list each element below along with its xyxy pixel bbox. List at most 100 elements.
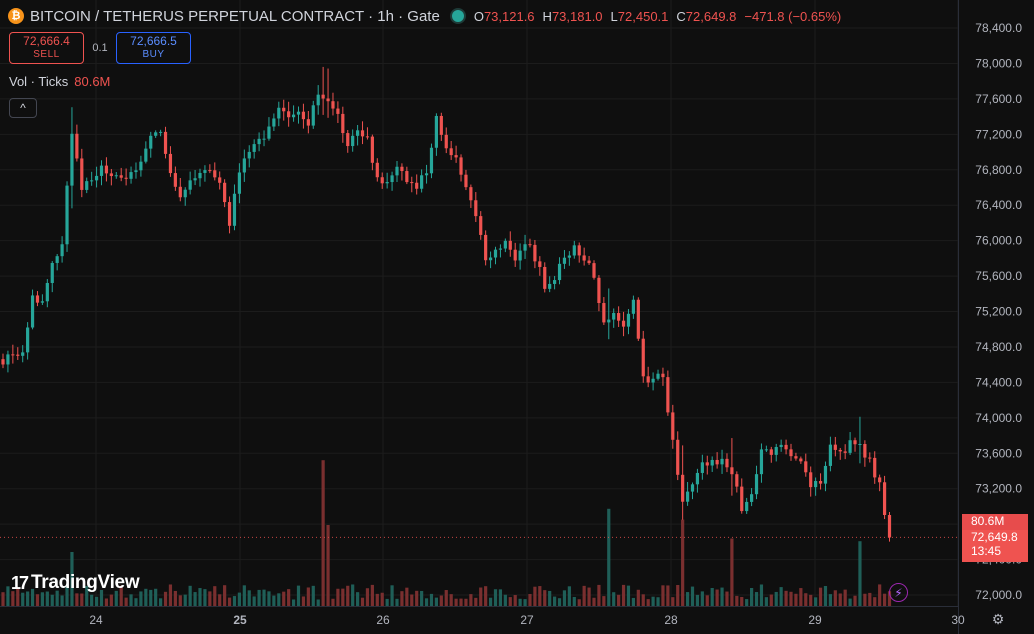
candle-body — [878, 477, 882, 483]
time-tick-label: 24 — [89, 613, 103, 627]
volume-bar — [109, 594, 113, 606]
volume-bar — [474, 597, 478, 606]
candle-body — [104, 165, 109, 174]
volume-bar — [159, 598, 163, 606]
volume-bar — [370, 584, 374, 606]
candle-body — [774, 447, 778, 455]
candle-body — [493, 249, 498, 258]
candle-body — [843, 451, 847, 453]
candle-body — [287, 111, 291, 118]
candle-body — [784, 444, 788, 450]
volume-bar — [385, 598, 389, 606]
sell-price: 72,666.4 — [23, 34, 70, 48]
volume-bar — [513, 595, 517, 606]
gear-icon[interactable]: ⚙ — [991, 610, 1005, 627]
candle-body — [188, 180, 192, 190]
volume-bar — [730, 538, 734, 606]
volume-bar — [745, 599, 749, 606]
volume-bar — [70, 552, 74, 606]
volume-bar — [360, 597, 365, 606]
candle-body — [301, 111, 306, 120]
price-tick-label: 73,200.0 — [975, 482, 1022, 496]
price-tick-label: 76,000.0 — [975, 234, 1022, 248]
buy-button[interactable]: 72,666.5 BUY — [116, 32, 191, 64]
buy-price: 72,666.5 — [130, 34, 177, 48]
collapse-legend-button[interactable]: ^ — [9, 98, 37, 118]
candle-body — [848, 440, 852, 453]
candle-body — [45, 282, 49, 302]
price-tick-label: 73,600.0 — [975, 446, 1022, 460]
volume-bar — [277, 593, 281, 606]
volume-bar — [321, 460, 325, 606]
candle-body — [99, 165, 104, 176]
candle-body — [656, 373, 660, 379]
volume-bar — [740, 596, 744, 606]
candle-body — [223, 182, 227, 203]
price-change: −471.8 (−0.65%) — [744, 8, 842, 24]
volume-bar — [759, 584, 764, 606]
sell-button[interactable]: 72,666.4 SELL — [9, 32, 84, 64]
volume-bar — [247, 590, 251, 606]
volume-bar — [75, 593, 79, 606]
candle-body — [676, 439, 680, 475]
volume-bar — [99, 589, 104, 606]
volume-bar — [469, 594, 473, 606]
low-label: L — [610, 8, 618, 24]
last-price-badge: 72,649.8 13:45 — [962, 530, 1028, 562]
volume-bar — [223, 585, 227, 606]
candle-body — [109, 173, 113, 177]
candle-body — [90, 180, 94, 182]
candle-body — [528, 244, 532, 246]
candle-body — [65, 185, 69, 245]
candle-body — [321, 94, 325, 99]
candle-body — [705, 462, 709, 466]
candle-body — [444, 134, 448, 149]
volume-bar — [858, 541, 862, 606]
volume-bar — [188, 585, 192, 606]
candle-body — [439, 115, 443, 135]
volume-indicator-legend[interactable]: Vol · Ticks 80.6M — [9, 74, 110, 89]
volume-bar — [30, 588, 35, 606]
candle-body — [282, 107, 286, 112]
tradingview-logo[interactable]: 17 TradingView — [11, 572, 140, 594]
lightning-icon[interactable]: ⚡ — [889, 583, 908, 602]
volume-bar — [646, 599, 650, 606]
volume-bar — [395, 598, 399, 606]
candle-body — [80, 158, 84, 190]
candle-body — [592, 263, 596, 278]
symbol-title[interactable]: BITCOIN / TETHERUS PERPETUAL CONTRACT · … — [30, 7, 440, 25]
volume-bar — [853, 595, 857, 606]
candle-body — [149, 135, 153, 149]
volume-bar — [789, 591, 793, 606]
candle-body — [203, 170, 207, 173]
candle-body — [415, 182, 419, 189]
volume-bar — [291, 599, 296, 606]
candle-body — [671, 412, 675, 440]
candle-body — [804, 461, 808, 473]
volume-bar — [784, 590, 788, 606]
candle-body — [617, 313, 621, 321]
candle-body — [454, 155, 458, 158]
candle-body — [242, 158, 246, 173]
volume-bar — [848, 598, 852, 606]
time-tick-label: 25 — [233, 613, 247, 627]
time-tick-label: 26 — [376, 613, 390, 627]
candle-body — [346, 133, 350, 147]
candle-body — [621, 320, 626, 327]
trade-buttons: 72,666.4 SELL 0.1 72,666.5 BUY — [9, 32, 191, 64]
volume-bar — [656, 597, 660, 606]
candle-body — [858, 444, 862, 446]
candle-body — [400, 166, 404, 172]
candle-body — [779, 444, 783, 448]
candle-body — [745, 501, 749, 512]
volume-bar — [454, 598, 458, 606]
candle-body — [420, 175, 424, 189]
volume-bar — [341, 588, 345, 606]
candle-body — [602, 303, 606, 323]
volume-bar — [794, 593, 798, 606]
volume-bar — [887, 591, 892, 606]
close-value: 72,649.8 — [685, 8, 737, 24]
volume-bar — [484, 586, 488, 606]
